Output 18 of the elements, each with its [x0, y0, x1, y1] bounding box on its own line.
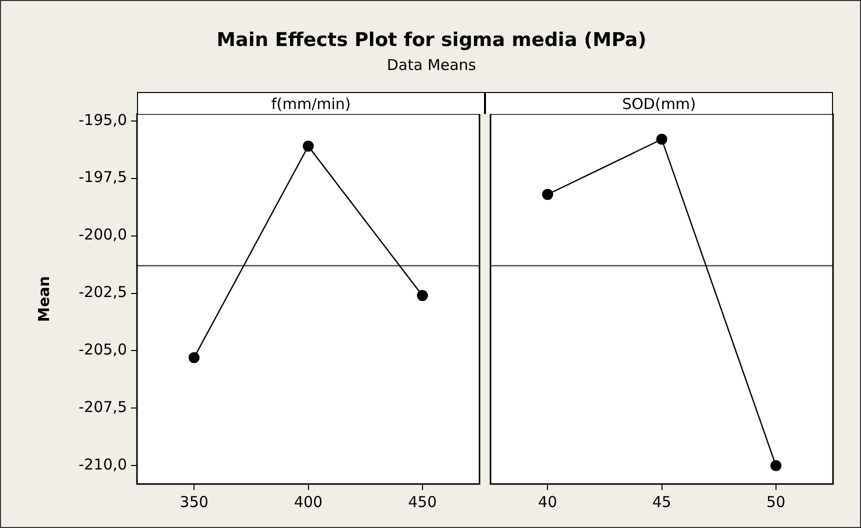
x-tick-label: 450 — [408, 492, 437, 511]
y-tick-label: -202,5 — [78, 283, 127, 302]
y-tick-label: -210,0 — [78, 456, 127, 474]
y-axis-title: Mean — [34, 276, 53, 322]
x-tick-label: 50 — [766, 492, 786, 511]
y-tick-label: -197,5 — [78, 168, 127, 186]
x-axis-title: f(mm/min) — [137, 92, 485, 114]
x-tick-label: 45 — [652, 492, 672, 511]
y-tick-label: -205,0 — [78, 340, 127, 359]
x-tick-label: 400 — [294, 492, 323, 511]
x-tick-label: 350 — [180, 492, 208, 511]
x-tick-label: 40 — [538, 492, 558, 511]
y-tick-label: -200,0 — [78, 226, 127, 244]
x-axis-title: SOD(mm) — [485, 92, 833, 114]
y-tick-label: -195,0 — [78, 110, 127, 129]
y-tick-label: -207,5 — [78, 398, 127, 416]
chart-title: Main Effects Plot for sigma media (MPa) — [216, 29, 648, 51]
chart-subtitle: Data Means — [386, 56, 478, 74]
